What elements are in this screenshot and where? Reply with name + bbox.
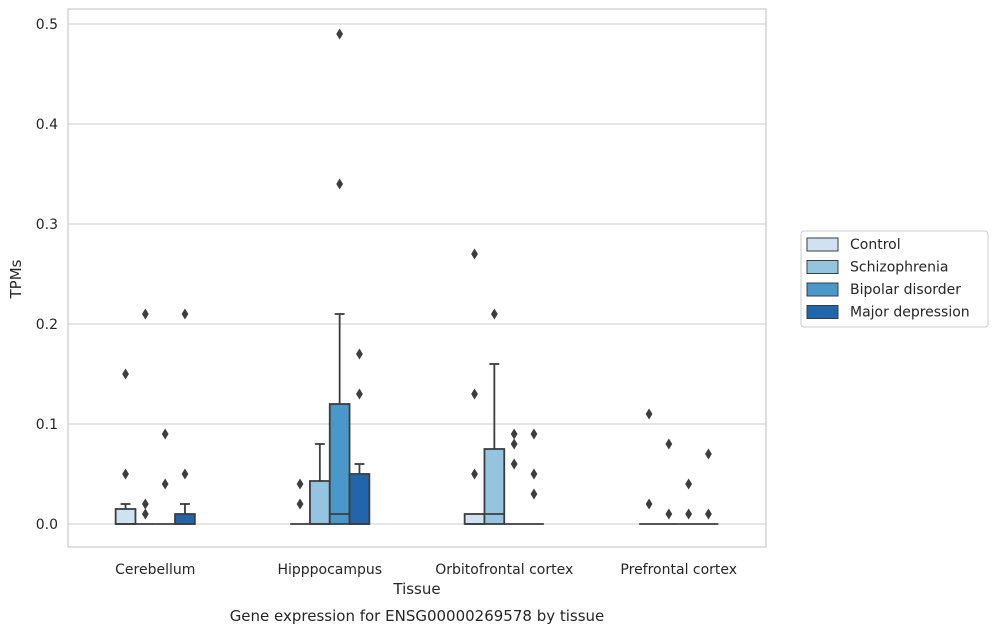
box-major-depression: [174, 308, 196, 525]
box-control: [290, 478, 310, 525]
outlier-point: [141, 498, 149, 510]
outlier-point: [510, 458, 518, 470]
outlier-point: [356, 388, 363, 400]
x-tick-label: Cerebellum: [115, 562, 195, 578]
outlier-point: [181, 468, 189, 480]
box-major-depression: [524, 428, 544, 525]
outlier-point: [665, 508, 673, 520]
outlier-point: [471, 468, 478, 480]
legend: Control Schizophrenia Bipolar disorder Majo…: [800, 230, 989, 328]
legend-label: Bipolar disorder: [850, 282, 961, 298]
tick-labels: 0.0 0.1 0.2 0.3 0.4 0.5 Cerebellum Hipppocampus…: [36, 17, 737, 578]
box-body: [328, 403, 351, 525]
box-control: [463, 248, 486, 525]
outlier-point: [705, 508, 712, 520]
box-body: [463, 513, 486, 525]
outlier-point: [336, 178, 344, 190]
y-tick-label: 0.3: [36, 217, 58, 233]
box-schizophrenia: [483, 308, 506, 525]
legend-swatch: [806, 305, 839, 319]
box-bipolar-disorder: [155, 428, 176, 525]
box-bipolar-disorder: [678, 478, 699, 525]
box-body: [348, 473, 371, 525]
box-body: [114, 508, 137, 525]
legend-frame: [800, 230, 989, 328]
box-schizophrenia: [309, 443, 331, 525]
outlier-point: [336, 28, 344, 40]
box-control: [114, 368, 137, 525]
outlier-point: [510, 438, 518, 450]
outlier-point: [141, 308, 149, 320]
box-major-depression: [348, 348, 371, 525]
outlier-point: [141, 508, 149, 520]
outlier-point: [296, 498, 304, 510]
outlier-point: [161, 478, 169, 490]
y-tick-label: 0.2: [36, 317, 58, 333]
box-bipolar-disorder: [504, 428, 525, 525]
outlier-point: [685, 508, 693, 520]
grid-lines: [68, 23, 766, 525]
x-tick-label: Orbitofrontal cortex: [435, 562, 573, 578]
outlier-point: [122, 468, 129, 480]
legend-label: Schizophrenia: [850, 260, 948, 276]
outlier-point: [645, 498, 653, 510]
chart-caption: Gene expression for ENSG00000269578 by t…: [230, 607, 605, 625]
box-body: [309, 480, 331, 525]
y-tick-label: 0.1: [36, 417, 58, 433]
outlier-point: [122, 368, 129, 380]
outlier-point: [530, 468, 538, 480]
outlier-point: [510, 428, 518, 440]
y-tick-label: 0.4: [36, 117, 58, 133]
legend-label: Major depression: [850, 305, 970, 321]
x-axis-title: Tissue: [392, 580, 440, 598]
y-axis-title: TPMs: [7, 259, 25, 299]
outlier-point: [296, 478, 304, 490]
box-body: [483, 448, 506, 525]
legend-swatch: [806, 237, 839, 252]
outlier-point: [356, 348, 363, 360]
x-tick-label: Prefrontal cortex: [620, 562, 737, 578]
y-tick-label: 0.0: [36, 517, 58, 533]
outlier-point: [471, 388, 478, 400]
box-schizophrenia: [135, 308, 156, 525]
outlier-point: [471, 248, 478, 260]
box-control: [639, 408, 659, 525]
box-bipolar-disorder: [328, 28, 351, 525]
box-body: [174, 513, 196, 525]
outlier-point: [665, 438, 673, 450]
box-major-depression: [698, 448, 719, 525]
x-tick-label: Hipppocampus: [277, 562, 382, 578]
legend-swatch: [806, 260, 839, 274]
legend-label: Control: [850, 237, 901, 253]
outlier-point: [530, 488, 538, 500]
outlier-point: [530, 428, 538, 440]
outlier-point: [161, 428, 169, 440]
outlier-point: [685, 478, 693, 490]
box-schizophrenia: [658, 438, 679, 525]
y-tick-label: 0.5: [36, 17, 58, 33]
outlier-point: [705, 448, 712, 460]
outlier-point: [490, 308, 498, 320]
boxes: [114, 28, 719, 525]
outlier-point: [645, 408, 653, 420]
outlier-point: [181, 308, 189, 320]
legend-swatch: [806, 282, 839, 297]
plot-frame: [67, 8, 767, 548]
